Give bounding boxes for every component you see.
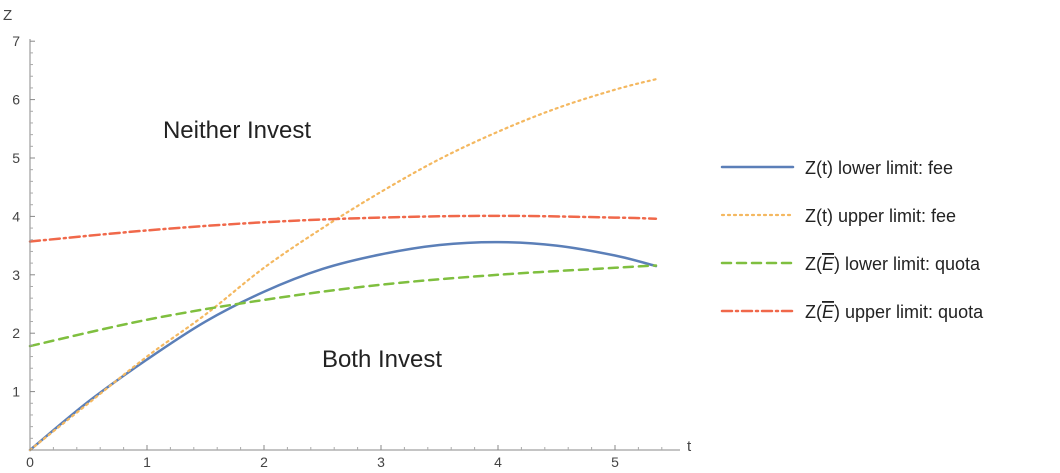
legend-label-prefix: Z(: [805, 302, 822, 322]
legend-label-overline-symbol: E: [822, 254, 835, 274]
x-tick-label: 0: [26, 454, 34, 470]
x-tick-label: 1: [143, 454, 151, 470]
annotation-neither-invest: Neither Invest: [163, 117, 311, 144]
legend-label-suffix: ) lower limit: quota: [834, 254, 981, 274]
legend-label-1: Z(t) lower limit: fee: [805, 158, 953, 178]
x-axis-label: t: [687, 438, 692, 455]
y-axis-label: Z: [3, 7, 12, 24]
series-line-2: [28, 78, 658, 452]
series-line-3: [28, 264, 658, 348]
series-line-1: [28, 240, 658, 452]
legend-label-2: Z(t) upper limit: fee: [805, 206, 956, 226]
y-tick-label: 6: [12, 92, 20, 108]
legend: Z(t) lower limit: fee Z(t) upper limit: f…: [720, 158, 984, 322]
legend-label-prefix: Z(t) upper limit: fee: [805, 206, 956, 226]
legend-label-3: Z(E) lower limit: quota: [805, 254, 981, 274]
series-layer: [28, 78, 658, 452]
annotation-both-invest: Both Invest: [322, 346, 442, 373]
x-tick-label: 5: [611, 454, 619, 470]
y-tick-label: 5: [12, 150, 20, 166]
plot-area: 0 1 2 3 4 5 1 2 3 4 5 6 7 t Z Neither Invest Both In…: [3, 7, 692, 470]
y-tick-label: 1: [12, 384, 20, 400]
series-line-4: [28, 214, 658, 243]
legend-label-suffix: ) upper limit: quota: [834, 302, 984, 322]
legend-label-prefix: Z(: [805, 254, 822, 274]
x-tick-label: 2: [260, 454, 268, 470]
y-tick-label: 4: [12, 208, 20, 224]
tick-layer: 0 1 2 3 4 5 1 2 3 4 5 6 7: [12, 33, 663, 470]
x-tick-label: 4: [494, 454, 502, 470]
x-tick-label: 3: [377, 454, 385, 470]
y-tick-label: 2: [12, 325, 20, 341]
y-tick-label: 7: [12, 33, 20, 49]
legend-label-prefix: Z(t) lower limit: fee: [805, 158, 953, 178]
y-tick-label: 3: [12, 267, 20, 283]
legend-label-overline-symbol: E: [822, 302, 835, 322]
legend-label-4: Z(E) upper limit: quota: [805, 302, 984, 322]
